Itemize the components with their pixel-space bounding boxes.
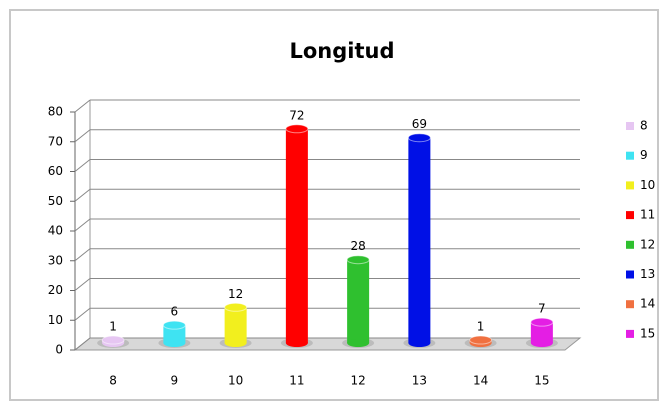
x-tick-label: 14 — [473, 374, 488, 388]
data-label: 72 — [289, 108, 304, 122]
data-label: 1 — [477, 320, 485, 334]
x-tick-label: 11 — [289, 374, 304, 388]
chart-title: Longitud — [289, 39, 394, 63]
x-tick-label: 15 — [534, 374, 549, 388]
bar-bottom — [530, 339, 553, 347]
legend-swatch — [626, 211, 634, 220]
x-tick-label: 10 — [228, 374, 243, 388]
bar-bottom — [285, 339, 308, 347]
bar-bottom — [347, 339, 370, 347]
y-tick-label: 80 — [48, 105, 63, 119]
grid-line-side — [74, 278, 91, 291]
bar-top — [162, 320, 186, 330]
y-tick-label: 10 — [48, 313, 63, 327]
legend-swatch — [626, 329, 634, 338]
x-tick-label: 12 — [350, 374, 365, 388]
bar-bottom — [224, 339, 247, 347]
bar — [530, 322, 553, 343]
y-tick-label: 40 — [48, 224, 63, 238]
bar-top — [346, 255, 370, 265]
legend-label: 15 — [640, 326, 655, 340]
floor — [73, 337, 582, 351]
bar — [224, 307, 247, 343]
legend-swatch — [626, 240, 634, 249]
legend-swatch — [626, 122, 634, 130]
data-label: 1 — [109, 320, 117, 334]
grid-line-side — [74, 159, 91, 172]
y-tick-label: 60 — [48, 164, 63, 178]
y-tick-label: 50 — [48, 194, 63, 208]
bar-top — [285, 124, 309, 134]
bar — [163, 325, 186, 343]
legend-label: 13 — [640, 267, 655, 281]
legend-label: 14 — [640, 297, 655, 311]
bar-bottom — [408, 339, 431, 347]
bar-bottom — [163, 339, 186, 347]
y-tick-label: 20 — [48, 283, 63, 297]
grid-line-side — [74, 188, 91, 202]
bar-top — [469, 335, 493, 345]
legend-label: 10 — [640, 178, 655, 192]
bar — [347, 259, 370, 343]
grid-line-side — [74, 248, 91, 262]
grid-line-side — [74, 307, 91, 321]
legend-label: 12 — [640, 237, 655, 251]
grid-line-side — [74, 337, 91, 351]
data-label: 6 — [171, 305, 179, 319]
legend-swatch — [626, 270, 634, 279]
data-label: 69 — [412, 117, 427, 131]
grid-line-side — [74, 129, 91, 143]
data-label: 28 — [350, 239, 365, 253]
grid-line-side — [74, 218, 91, 232]
y-tick-label: 0 — [55, 343, 63, 357]
bar-top — [224, 302, 248, 312]
legend-swatch — [626, 181, 634, 190]
data-label: 12 — [228, 287, 243, 301]
legend-label: 8 — [640, 119, 648, 133]
grid-line-side — [74, 99, 91, 113]
legend-swatch — [626, 151, 634, 160]
y-tick-label: 70 — [48, 134, 63, 148]
bar-top — [101, 335, 125, 345]
bar — [408, 137, 431, 343]
legend-label: 9 — [640, 148, 648, 162]
x-tick-label: 8 — [109, 374, 117, 388]
y-tick-label: 30 — [48, 253, 63, 267]
bar-top — [407, 133, 431, 143]
x-tick-label: 9 — [171, 374, 179, 388]
legend-label: 11 — [640, 208, 655, 222]
bar-top — [530, 317, 554, 327]
bar — [285, 128, 308, 343]
x-tick-label: 13 — [412, 374, 427, 388]
legend-swatch — [626, 300, 634, 309]
data-label: 7 — [538, 302, 546, 316]
